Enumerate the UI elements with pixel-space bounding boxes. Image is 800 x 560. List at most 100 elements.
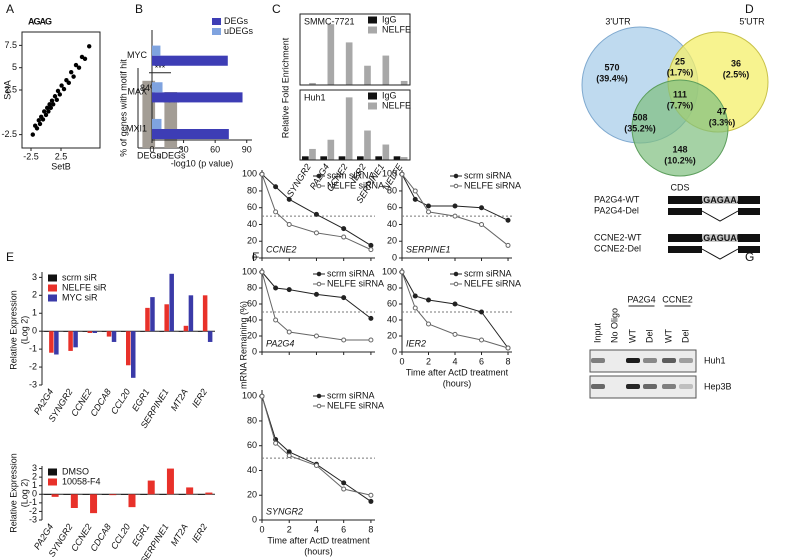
- subplot-title: Huh1: [304, 92, 326, 102]
- bar: [345, 42, 353, 85]
- bar: [364, 130, 371, 160]
- legend-marker: [316, 393, 322, 399]
- subplot-title: CCNE2: [266, 244, 297, 254]
- legend-label: IgG: [382, 90, 397, 100]
- legend-marker: [453, 271, 459, 277]
- y-tick-label: 100: [382, 266, 397, 276]
- x-axis-label: (hours): [443, 378, 472, 388]
- legend-label: scrm siRNA: [327, 390, 375, 400]
- marker: [273, 285, 279, 291]
- y-tick-label: 20: [247, 490, 257, 500]
- point: [37, 121, 43, 127]
- y-tick-label: 3: [32, 272, 37, 282]
- venn-count: 47: [717, 106, 727, 116]
- x-tick-label: 2.5: [55, 151, 68, 161]
- band: [679, 384, 693, 389]
- blot-row-label: Hep3B: [704, 381, 732, 391]
- y-axis-label: SetA: [2, 80, 12, 100]
- marker: [286, 221, 292, 227]
- x-tick-label: 90: [242, 144, 252, 154]
- point: [73, 62, 79, 68]
- venn-set-label: CDS: [670, 182, 689, 192]
- x-tick-label: 0: [149, 144, 154, 154]
- legend-swatch: [48, 284, 57, 292]
- marker: [259, 393, 265, 399]
- marker: [412, 188, 418, 194]
- y-tick-label: 40: [247, 465, 257, 475]
- point: [36, 118, 41, 123]
- bar: [109, 494, 117, 496]
- marker: [313, 291, 319, 297]
- bar: [140, 494, 148, 495]
- bar: [92, 331, 98, 333]
- marker: [412, 196, 418, 202]
- construct-label: PA2G4-WT: [594, 194, 640, 204]
- motif-box: [702, 234, 738, 242]
- construct-bar: [738, 208, 760, 215]
- bar: [186, 487, 194, 495]
- significance: ***: [155, 63, 166, 73]
- marker: [341, 486, 347, 492]
- x-tick-label: IER2: [190, 522, 209, 544]
- y-tick-label: 3: [32, 463, 37, 473]
- x-tick-label: uDEGs: [156, 150, 186, 160]
- venn-percent: (39.4%): [596, 73, 628, 83]
- legend-swatch: [48, 468, 57, 476]
- point: [34, 126, 40, 131]
- legend-label: NELFE siRNA: [327, 278, 384, 288]
- bar: [152, 82, 163, 93]
- x-tick-label: 6: [341, 524, 346, 534]
- legend-label: scrm siRNA: [464, 268, 512, 278]
- bar: [327, 139, 335, 160]
- bar: [101, 494, 109, 495]
- bar: [152, 45, 161, 56]
- legend-swatch: [368, 16, 377, 24]
- panel-label: B: [135, 2, 143, 16]
- bar: [159, 331, 164, 332]
- x-axis-label: SetB: [51, 161, 71, 171]
- y-axis-label: Relative Expression: [8, 290, 18, 370]
- legend-label: MYC siR: [62, 292, 98, 302]
- point: [55, 88, 61, 94]
- marker: [426, 297, 432, 303]
- bar: [49, 331, 54, 353]
- legend-label: NELFE siRNA: [327, 400, 384, 410]
- band: [591, 384, 605, 389]
- marker: [313, 333, 319, 339]
- bar: [70, 494, 78, 508]
- legend-label: NELFE siRNA: [464, 180, 521, 190]
- y-tick-label: -2.5: [1, 129, 17, 139]
- line: [261, 271, 372, 319]
- marker: [341, 480, 347, 486]
- legend-label: NELFE siRNA: [464, 278, 521, 288]
- bar: [126, 331, 131, 366]
- x-axis-label: (hours): [304, 546, 333, 556]
- x-tick-label: -2.5: [23, 151, 39, 161]
- x-tick-label: 0: [399, 356, 404, 366]
- y-tick-label: 0: [32, 326, 37, 336]
- x-tick-label: 30: [179, 144, 189, 154]
- bar: [147, 480, 155, 495]
- subplot-frame: [299, 89, 411, 161]
- y-tick-label: 20: [387, 330, 397, 340]
- marker: [286, 196, 292, 202]
- bar: [178, 331, 184, 332]
- bar: [302, 156, 309, 160]
- lane-label: WT: [627, 329, 637, 343]
- bar: [87, 331, 93, 333]
- construct-bar: [738, 246, 760, 253]
- y-tick-label: 100: [242, 169, 257, 179]
- legend-label: uDEGs: [224, 26, 254, 36]
- group-label: PA2G4: [627, 294, 655, 304]
- bar: [73, 331, 78, 348]
- point: [71, 74, 76, 79]
- venn-circle: [631, 79, 729, 177]
- marker: [368, 242, 374, 248]
- marker: [479, 337, 485, 343]
- blot-row-label: Huh1: [704, 355, 726, 365]
- legend-label: DEGs: [224, 16, 249, 26]
- x-tick-label: MT2A: [169, 522, 190, 548]
- marker: [368, 492, 374, 498]
- y-tick-label: 0: [392, 252, 397, 262]
- band: [608, 358, 622, 363]
